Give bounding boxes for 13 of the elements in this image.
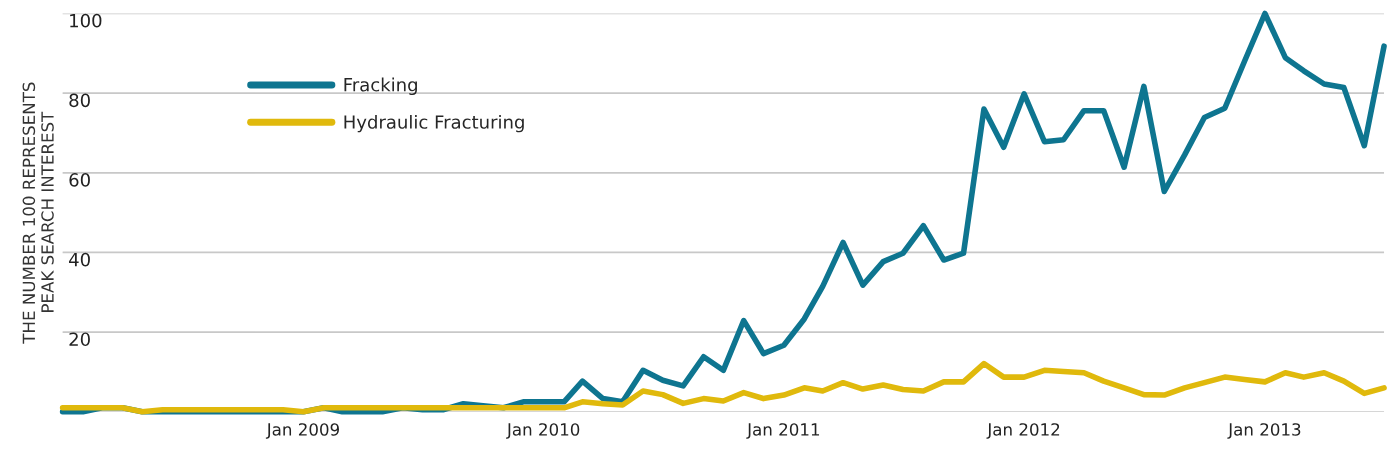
x-tick-label: Jan 2011	[746, 423, 820, 439]
legend-label: Fracking	[344, 77, 417, 96]
y-tick-label: 40	[69, 252, 90, 267]
y-tick-label: 20	[69, 332, 90, 347]
x-tick-label: Jan 2013	[1227, 423, 1301, 439]
x-tick-label: Jan 2012	[986, 423, 1060, 439]
y-tick-label: 60	[69, 173, 90, 187]
legend-label: Hydraulic Fracturing	[344, 114, 524, 133]
x-tick-label: Jan 2009	[265, 423, 339, 439]
x-tick-label: Jan 2010	[506, 423, 580, 439]
y-tick-label: 100	[70, 13, 102, 28]
y-tick-label: 80	[69, 93, 90, 108]
y-axis-title: THE NUMBER 100 REPRESENTS PEAK SEARCH INTEREST	[22, 82, 54, 344]
